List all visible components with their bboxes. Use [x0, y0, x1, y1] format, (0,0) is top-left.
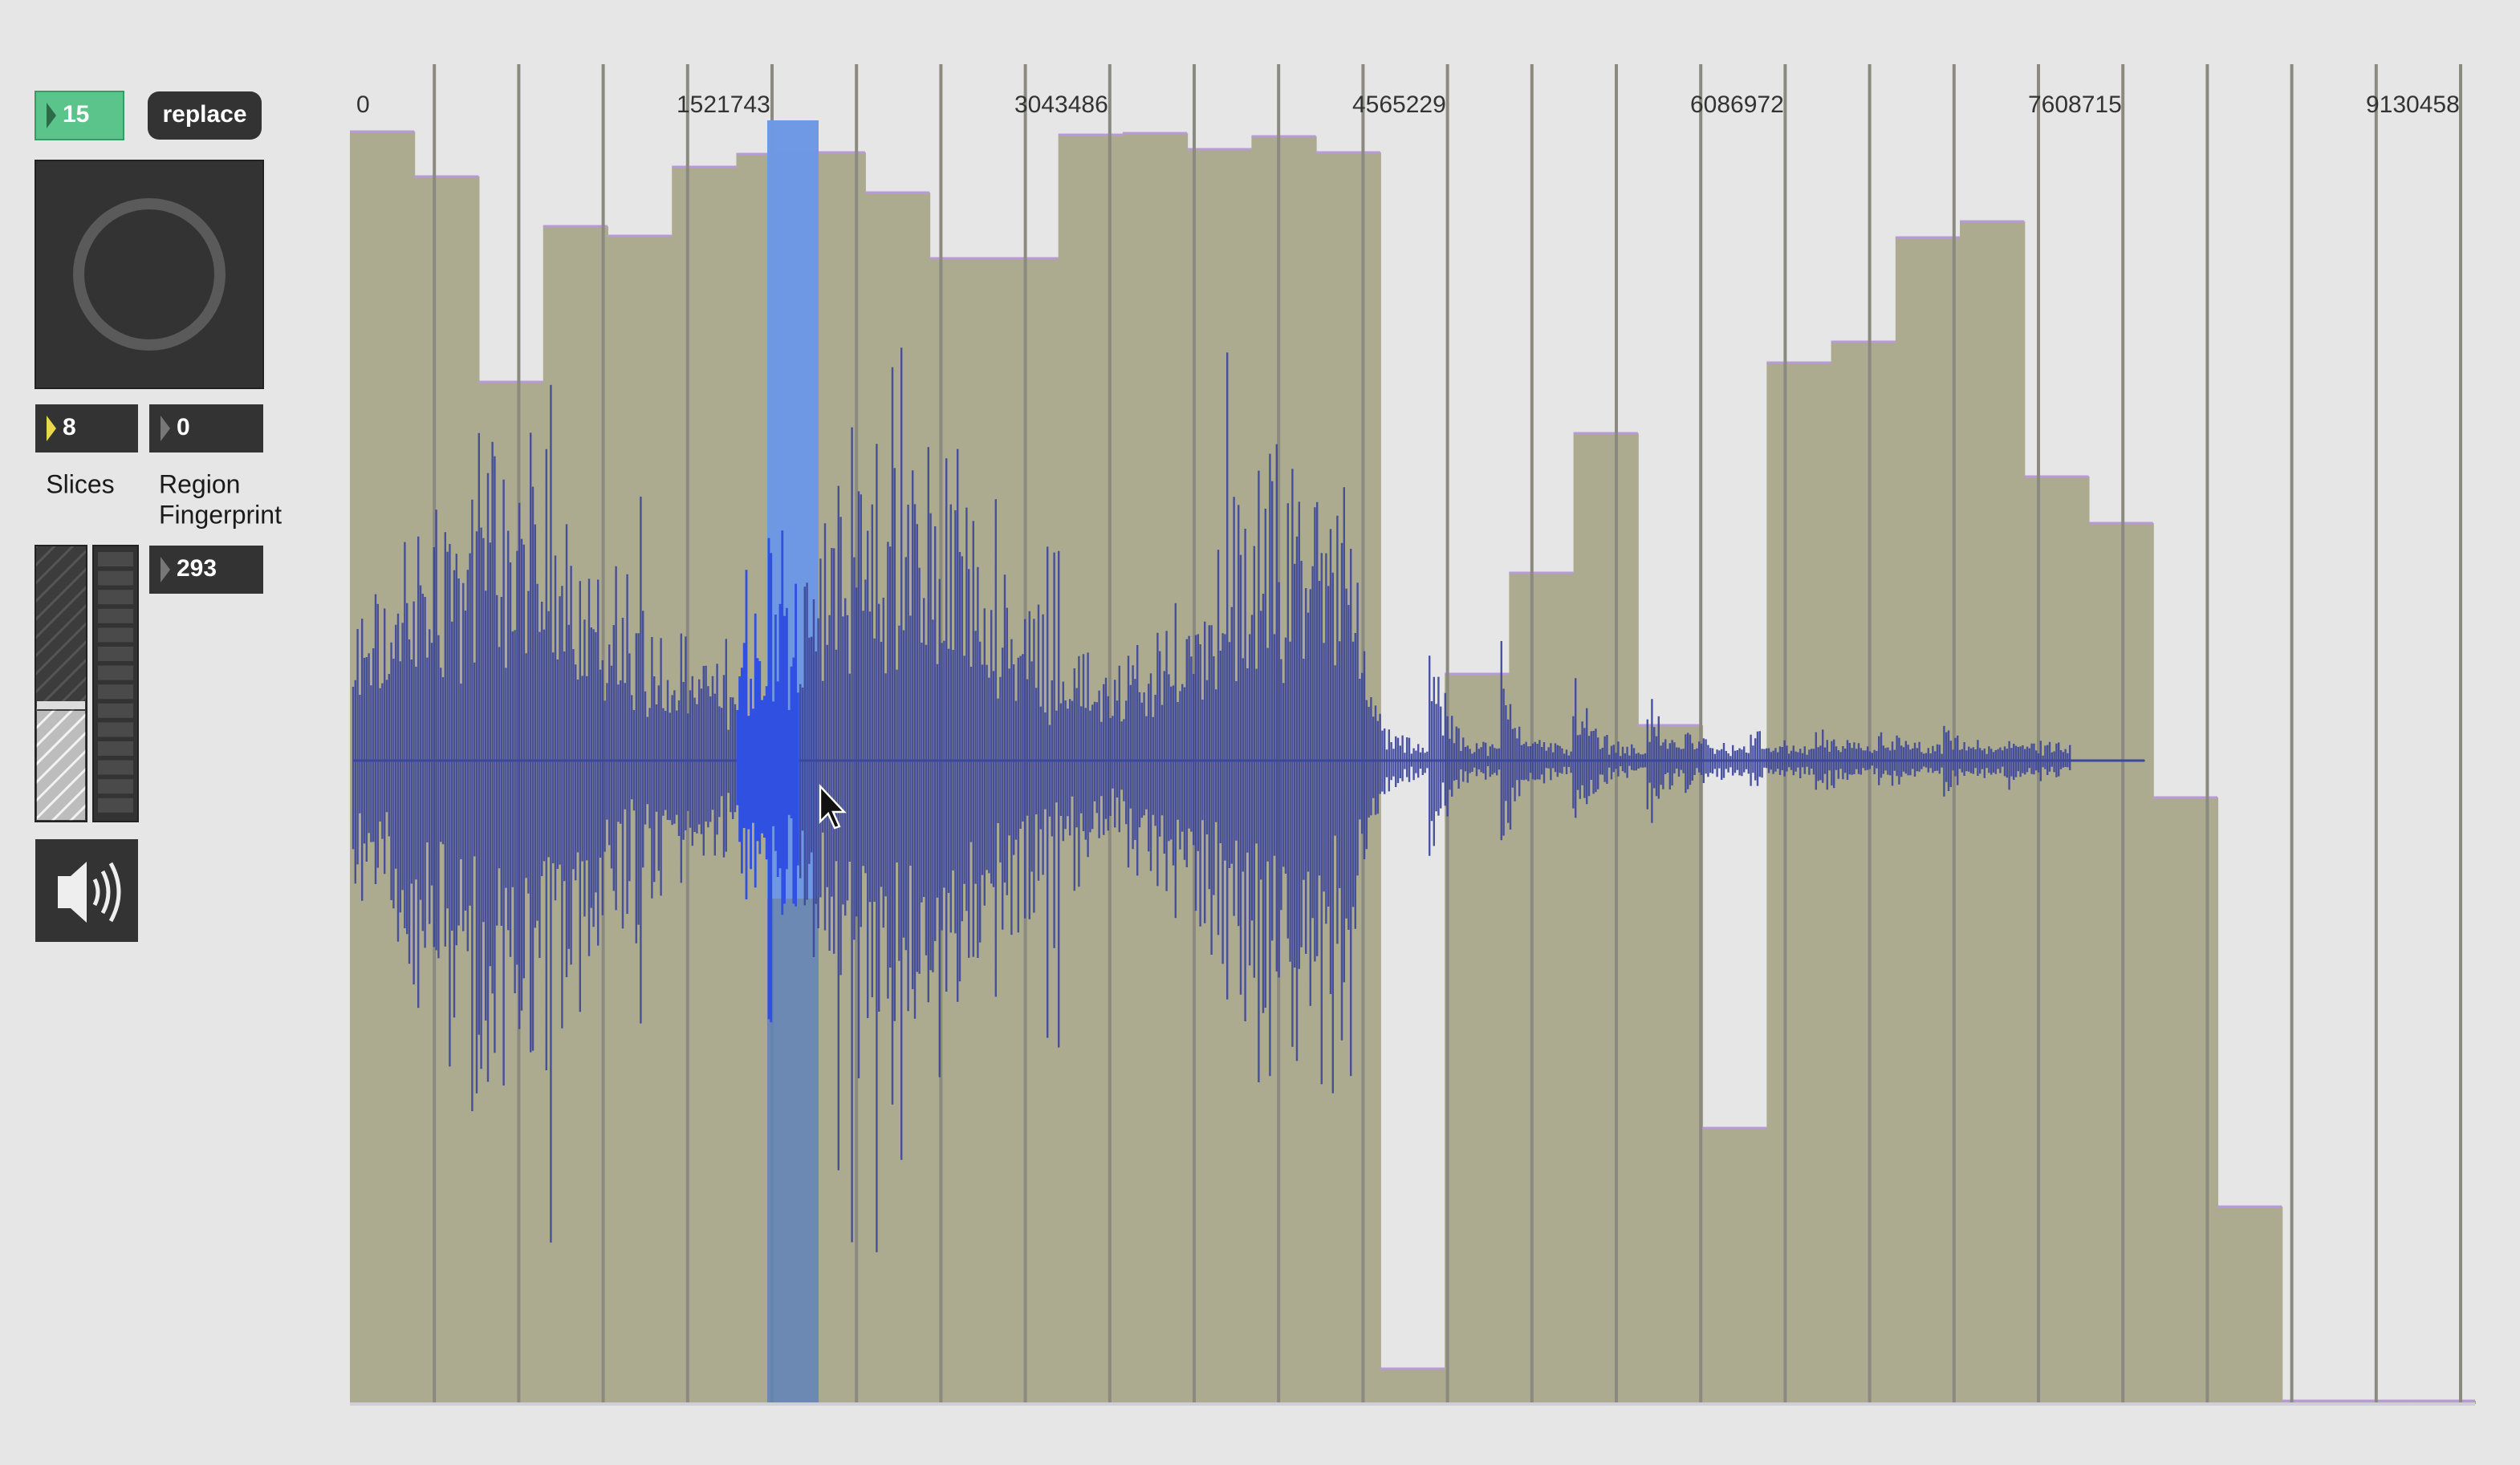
slices-value: 8	[63, 414, 76, 440]
region-box[interactable]: 0	[149, 404, 263, 452]
ruler-label: 3043486	[1014, 91, 1108, 118]
ruler-label: 0	[356, 91, 370, 118]
meter-led	[98, 647, 133, 661]
mouse-cursor	[819, 783, 847, 830]
fingerprint-bar	[1445, 674, 1510, 1404]
meter-led	[98, 684, 133, 700]
arrow	[47, 103, 56, 128]
dial-ring	[73, 198, 226, 351]
meter-led	[98, 608, 133, 623]
meter-led	[98, 590, 133, 605]
ruler-labels: 0 1521743 3043486 4565229 6086972 7608715 9130…	[356, 91, 2460, 118]
meter-led	[98, 760, 133, 775]
fingerprint-bar	[2024, 477, 2090, 1404]
region-value: 0	[177, 414, 190, 440]
slices-label: Slices	[46, 469, 114, 498]
slider-fill	[37, 711, 85, 820]
fingerprint-bar	[1573, 433, 1639, 1404]
dial[interactable]	[35, 160, 264, 389]
fingerprint-value: 293	[177, 555, 217, 582]
dial-box[interactable]	[35, 160, 264, 389]
waveform	[352, 347, 2145, 1252]
audio-toggle[interactable]	[35, 839, 138, 942]
meter-led	[98, 570, 133, 586]
ruler-label: 6086972	[1690, 91, 1784, 118]
fingerprint-bar	[2088, 523, 2154, 1404]
meter-led	[98, 703, 133, 718]
fingerprint-bar	[1637, 725, 1704, 1404]
fingerprint-bar	[1702, 1128, 1768, 1404]
region-label: Fingerprint	[159, 500, 282, 529]
waveform-highlight	[736, 530, 799, 1023]
fingerprint-bar	[1509, 573, 1575, 1404]
count-box[interactable]: 15	[35, 91, 124, 140]
count-value: 15	[63, 101, 89, 128]
ruler-label: 4565229	[1352, 91, 1446, 118]
level-meter	[92, 545, 139, 822]
fingerprint-bar	[1766, 363, 1832, 1404]
fingerprint-box[interactable]: 293	[149, 546, 263, 594]
fingerprint-bar	[1895, 237, 1961, 1404]
arrow	[161, 557, 170, 582]
meter-led	[98, 797, 133, 813]
arrow	[47, 416, 56, 441]
slider-knob	[37, 701, 85, 709]
fingerprint-bar	[1380, 1369, 1446, 1404]
speaker-waves	[92, 862, 121, 923]
speaker-icon	[58, 862, 87, 923]
button[interactable]	[148, 91, 262, 140]
button-label: replace	[162, 101, 246, 128]
meter-led	[98, 722, 133, 737]
meter-led	[98, 779, 133, 794]
ruler-label: 1521743	[677, 91, 770, 118]
meter-led	[98, 627, 133, 643]
slices-box[interactable]: 8	[35, 404, 138, 452]
region-label: Region	[159, 469, 240, 498]
meter-led	[98, 741, 133, 756]
ruler-label: 7608715	[2028, 91, 2122, 118]
replace-button[interactable]: replace	[148, 91, 262, 140]
meter-led	[98, 552, 133, 566]
gain-slider[interactable]	[35, 545, 87, 822]
meter-led	[98, 665, 133, 680]
fingerprint-bar	[2217, 1207, 2283, 1404]
fingerprint-bar	[1960, 221, 2026, 1404]
arrow	[161, 416, 170, 441]
ruler: 0 1521743 3043486 4565229 6086972 7608715 9130…	[356, 91, 2460, 118]
fingerprint-bar	[1831, 342, 1896, 1404]
ruler-label: 9130458	[2366, 91, 2460, 118]
waveform-display[interactable]	[350, 64, 2476, 1406]
